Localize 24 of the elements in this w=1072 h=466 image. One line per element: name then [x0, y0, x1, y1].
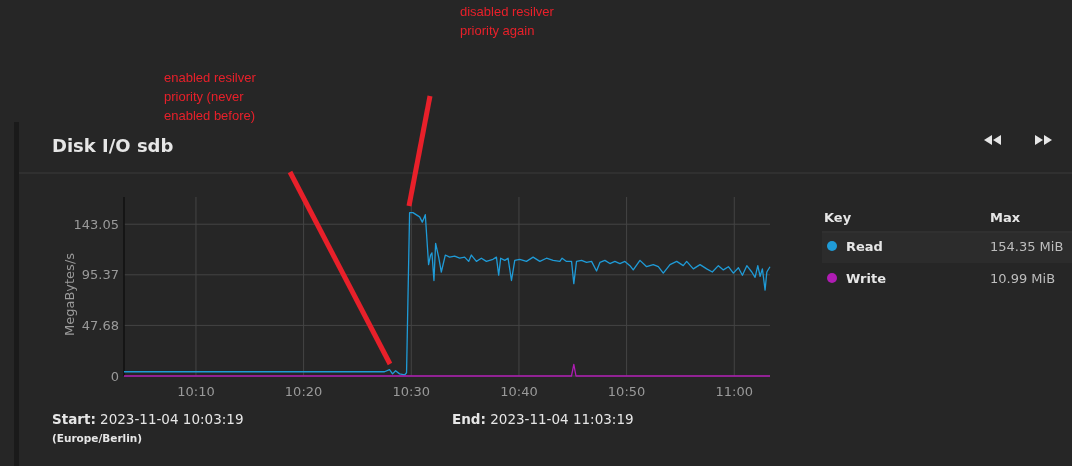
x-tick-label: 10:50 — [607, 384, 646, 399]
text: enabled resilver priority (never enabled before) — [164, 70, 257, 123]
chart-title: Disk I/O sdb — [52, 135, 174, 156]
x-tick-label: 10:10 — [177, 384, 215, 399]
y-tick-label: 143.05 — [73, 216, 119, 232]
line-series — [123, 211, 771, 376]
text: 10.99 MiB — [990, 271, 1056, 286]
text: disabled resilver priority again — [460, 4, 555, 38]
text: Start: 2023-11-04 10:03:19 — [52, 411, 244, 427]
legend-title: Key — [824, 210, 852, 225]
x-tick-label: 10:20 — [284, 384, 323, 399]
x-tick-label: 10:40 — [500, 384, 538, 399]
y-tick-label: 95.37 — [81, 267, 119, 283]
text: End: 2023-11-04 11:03:19 — [452, 411, 634, 427]
legend-label: Read — [846, 239, 883, 254]
y-tick-label: 0 — [110, 368, 119, 384]
x-tick-label: 11:00 — [715, 384, 754, 399]
text: Max — [990, 210, 1021, 225]
legend-label: Write — [846, 271, 887, 286]
text: (Europe/Berlin) — [52, 432, 143, 444]
text: 154.35 MiB — [990, 239, 1064, 254]
x-tick-label: 10:30 — [392, 384, 431, 399]
y-tick-label: 47.68 — [81, 317, 119, 333]
y-axis-title: MegaBytes/s — [62, 252, 77, 337]
